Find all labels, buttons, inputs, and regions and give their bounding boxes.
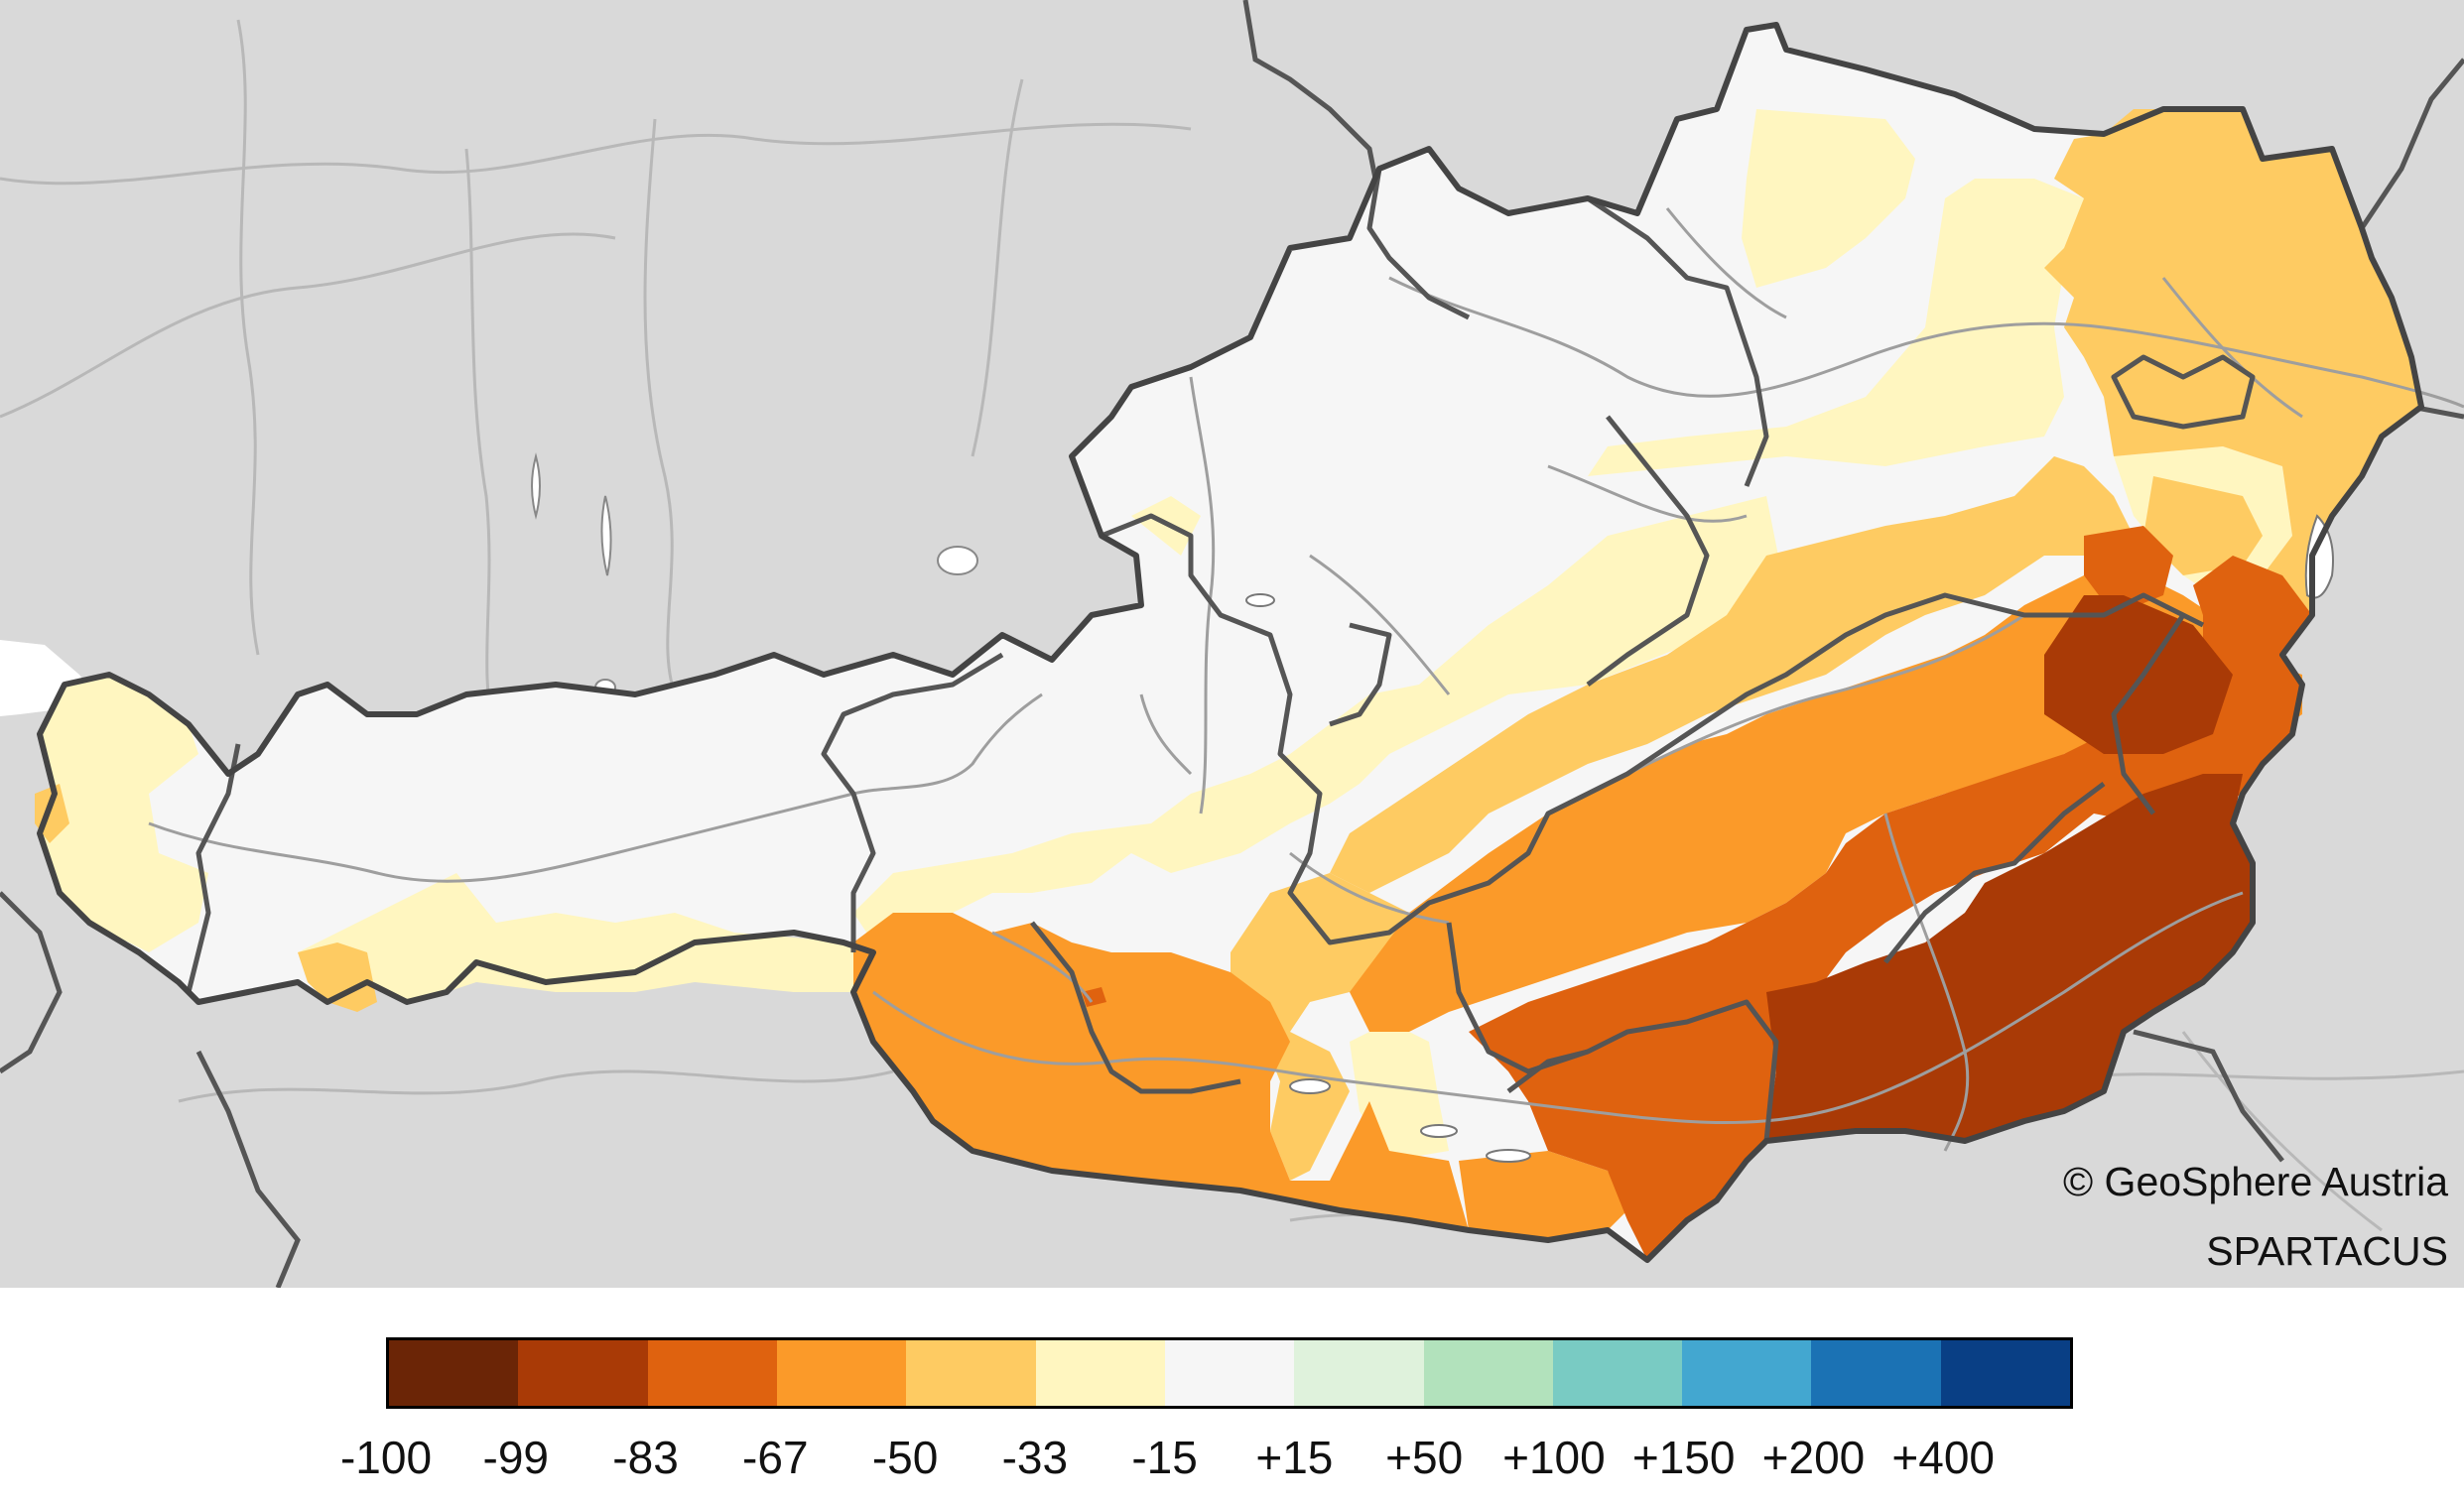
copyright-credit: © GeoSphere Austria [2062, 1159, 2448, 1204]
legend-tick-label: +200 [1761, 1432, 1866, 1483]
legend-swatch [1811, 1340, 1941, 1406]
legend-swatch [1164, 1340, 1295, 1406]
legend-tick-label: -15 [1131, 1432, 1198, 1483]
legend-tick-label: -99 [482, 1432, 550, 1483]
legend-swatch [776, 1340, 907, 1406]
legend-tick-label: -67 [742, 1432, 809, 1483]
legend-swatch [518, 1340, 648, 1406]
class-minus83-zones [1082, 526, 2312, 1260]
class-minus99-zones [1766, 595, 2253, 1141]
legend-tick-label: -83 [612, 1432, 679, 1483]
legend-tick-label: +150 [1631, 1432, 1736, 1483]
legend-swatch [1552, 1340, 1683, 1406]
legend-swatch [1682, 1340, 1812, 1406]
legend-tick-label: +400 [1891, 1432, 1996, 1483]
austria-rivers [148, 207, 2464, 1152]
state-borders [186, 168, 2256, 1142]
legend-swatch [647, 1340, 777, 1406]
legend-swatch [1423, 1340, 1553, 1406]
legend-swatch [1294, 1340, 1424, 1406]
legend-tick-label: -100 [339, 1432, 433, 1483]
legend-swatch [1940, 1340, 2071, 1406]
color-legend: -100 -99 -83 -67 -50 -33 -15 +15 +50 +100 +150 +200… [0, 1288, 2464, 1506]
legend-color-bar [386, 1337, 2073, 1409]
legend-swatch [389, 1340, 519, 1406]
austria-border [37, 22, 2424, 1263]
legend-tick-label: +50 [1385, 1432, 1464, 1483]
legend-swatch [1035, 1340, 1165, 1406]
dataset-credit: SPARTACUS [2206, 1228, 2448, 1274]
legend-swatch [906, 1340, 1036, 1406]
legend-tick-label: -50 [871, 1432, 939, 1483]
legend-tick-label: -33 [1001, 1432, 1069, 1483]
legend-tick-label: +15 [1255, 1432, 1334, 1483]
precipitation-anomaly-map: © GeoSphere Austria SPARTACUS [0, 0, 2464, 1288]
legend-tick-label: +100 [1502, 1432, 1606, 1483]
